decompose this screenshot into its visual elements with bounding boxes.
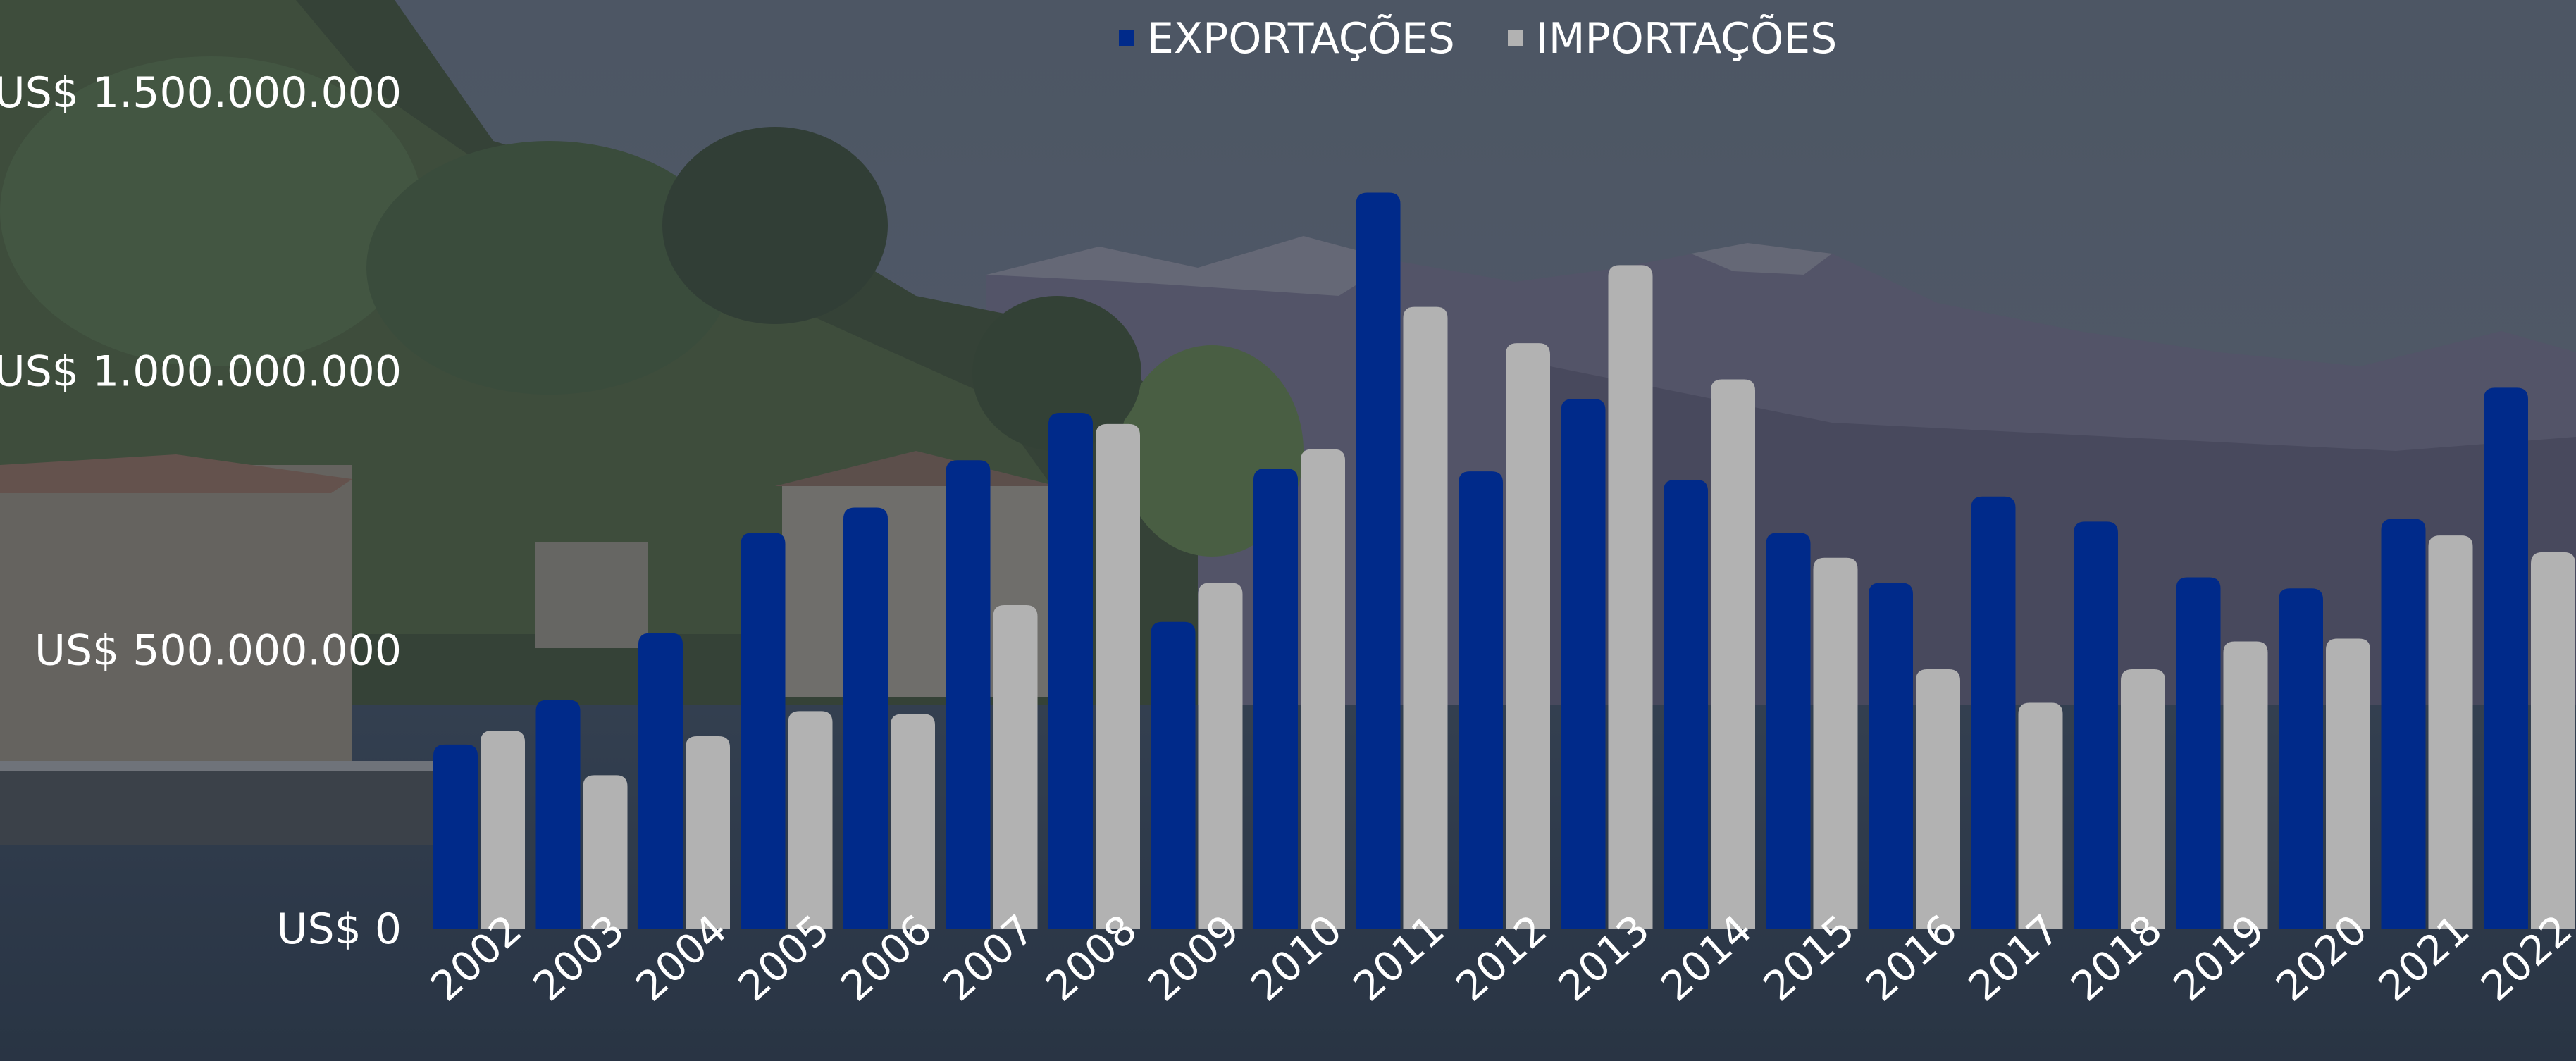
bar-imports xyxy=(993,605,1038,929)
bar-imports xyxy=(1916,669,1960,929)
bar-imports xyxy=(583,775,628,929)
bar-imports xyxy=(2223,641,2268,929)
bar-exports xyxy=(1561,399,1606,929)
bar-imports xyxy=(2326,638,2370,929)
bar-imports xyxy=(481,731,525,929)
bar-exports xyxy=(2484,387,2528,929)
bar-exports xyxy=(1048,413,1093,929)
y-tick-label: US$ 1.500.000.000 xyxy=(0,68,402,118)
bar-imports xyxy=(1198,583,1243,929)
bar-exports xyxy=(1459,471,1503,929)
y-tick-label: US$ 500.000.000 xyxy=(35,626,402,675)
bar-imports xyxy=(891,714,935,929)
bar-exports xyxy=(638,633,683,929)
bar-exports xyxy=(433,744,478,929)
legend-label-exports: EXPORTAÇÕES xyxy=(1147,13,1455,63)
bar-exports xyxy=(741,533,786,929)
bar-imports xyxy=(788,711,833,929)
y-tick-label: US$ 0 xyxy=(277,905,402,954)
legend-swatch-imports xyxy=(1508,30,1523,46)
bar-imports xyxy=(2121,669,2165,929)
bar-exports xyxy=(946,460,991,929)
y-tick-label: US$ 1.000.000.000 xyxy=(0,347,402,397)
bar-imports xyxy=(1096,423,1140,929)
bar-imports xyxy=(1403,306,1448,929)
legend: EXPORTAÇÕES IMPORTAÇÕES xyxy=(1119,13,1837,63)
bar-exports xyxy=(1151,621,1196,929)
bar-imports xyxy=(1301,449,1345,929)
y-axis: US$ 0 US$ 500.000.000 US$ 1.000.000.000 US$… xyxy=(0,68,402,954)
bar-exports xyxy=(1766,533,1811,929)
bar-imports xyxy=(1506,343,1550,929)
bar-imports xyxy=(2428,535,2473,929)
bar-imports xyxy=(1608,265,1653,929)
bar-imports xyxy=(2018,702,2063,929)
bar-imports xyxy=(686,736,730,929)
bar-exports xyxy=(2279,588,2323,929)
bar-exports xyxy=(843,507,888,929)
bar-imports xyxy=(1813,557,1858,929)
bar-exports xyxy=(1253,469,1298,929)
bar-imports xyxy=(1711,379,1755,929)
bar-exports xyxy=(1356,192,1401,929)
bar-exports xyxy=(2074,521,2118,929)
bar-exports xyxy=(1664,479,1708,929)
bar-exports xyxy=(2381,519,2426,929)
bar-imports xyxy=(2531,552,2575,929)
bar-exports xyxy=(1971,496,2016,929)
bars xyxy=(433,192,2575,929)
bar-exports xyxy=(535,700,581,929)
legend-label-imports: IMPORTAÇÕES xyxy=(1536,13,1837,63)
bar-exports xyxy=(2176,577,2221,929)
legend-swatch-exports xyxy=(1119,30,1134,46)
bar-exports xyxy=(1869,583,1913,929)
